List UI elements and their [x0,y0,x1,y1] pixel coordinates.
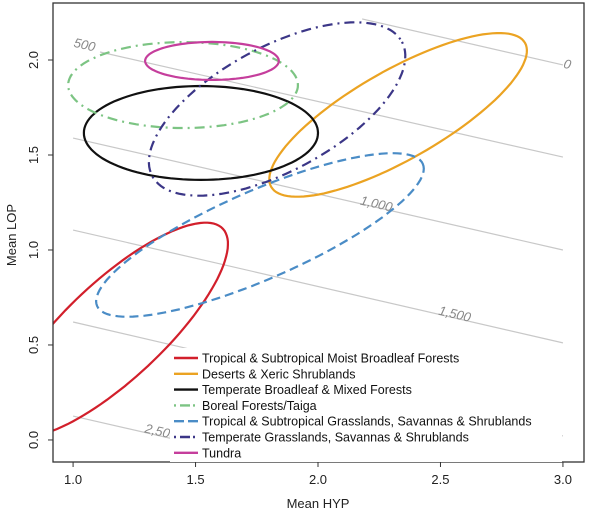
ellipse-3 [82,84,320,182]
legend-entry: Boreal Forests/Taiga [202,399,317,413]
legend-entry: Tropical & Subtropical Grasslands, Savan… [202,415,532,429]
legend-background [170,348,562,462]
x-tick-label: 2.0 [309,472,327,487]
legend-entry: Deserts & Xeric Shrublands [202,367,356,381]
ellipses [53,21,529,432]
x-tick-label: 1.0 [64,472,82,487]
legend-entry: Temperate Broadleaf & Mixed Forests [202,383,412,397]
legend-entry: Temperate Grasslands, Savannas & Shrubla… [202,431,469,445]
x-axis-label: Mean HYP [287,496,350,511]
ellipse-6 [147,21,407,197]
ellipse-4 [67,40,300,130]
ellipse-7 [143,40,280,81]
x-tick-label: 2.5 [431,472,449,487]
y-tick-label: 1.0 [26,241,41,259]
ellipse-5 [94,152,425,318]
x-tick-label: 3.0 [554,472,572,487]
y-tick-label: 2.0 [26,51,41,69]
x-tick-label: 1.5 [187,472,205,487]
ellipse-2 [268,32,529,198]
contour-label: 1,000 [359,193,395,215]
contour-label: 1,500 [437,303,473,325]
legend-entry: Tropical & Subtropical Moist Broadleaf F… [202,352,459,366]
contour-line [72,229,564,344]
y-axis-label: Mean LOP [4,204,19,266]
contour-label: 500 [72,35,97,55]
ellipse-1 [53,221,229,432]
legend: Tropical & Subtropical Moist Broadleaf F… [170,348,562,462]
y-tick-label: 0.0 [26,431,41,449]
contour-label: 0 [562,56,573,72]
axes: 1.0 1.5 2.0 2.5 3.0 0.0 0.5 1.0 1.5 2.0 [26,51,572,487]
legend-entry: Tundra [202,446,241,460]
y-tick-label: 1.5 [26,146,41,164]
y-tick-label: 0.5 [26,336,41,354]
contour-line [361,18,564,66]
